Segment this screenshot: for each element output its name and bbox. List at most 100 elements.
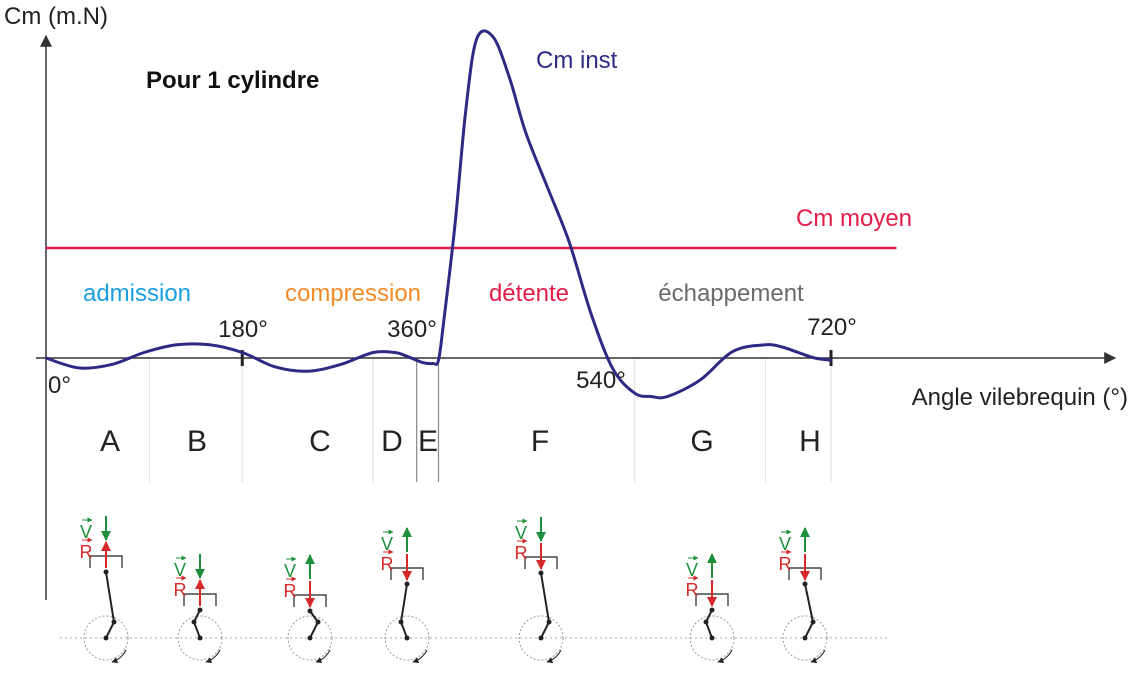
crank-arm xyxy=(804,621,814,639)
cm-inst-point xyxy=(590,313,592,315)
zone-letter: C xyxy=(309,425,331,458)
crank-circle xyxy=(384,615,430,661)
x-tick-label: 360° xyxy=(387,316,437,343)
cm-inst-point xyxy=(274,366,276,368)
velocity-label: V xyxy=(80,522,92,542)
crank-arm xyxy=(193,621,201,639)
crank-center xyxy=(538,635,544,641)
crank-circle xyxy=(782,615,828,661)
connecting-rod xyxy=(804,583,814,623)
crank-circle xyxy=(177,615,223,661)
crank-center xyxy=(307,635,313,641)
piston-pin xyxy=(307,608,313,614)
cm-inst-point xyxy=(633,392,636,395)
velocity-label: V xyxy=(381,534,393,554)
cm-inst-label: Cm inst xyxy=(536,47,618,74)
cm-inst-point xyxy=(546,186,549,189)
cm-inst-point xyxy=(421,361,423,364)
cm-inst-point xyxy=(813,357,816,359)
reaction-label: R xyxy=(284,581,297,601)
reaction-label: R xyxy=(174,580,187,600)
crank-circle xyxy=(689,615,735,661)
rotation-arrow xyxy=(205,649,221,664)
cm-inst-point xyxy=(781,346,783,348)
crank-center xyxy=(709,635,715,641)
rotation-arrow xyxy=(546,649,562,664)
zone-letter: E xyxy=(418,425,438,458)
cm-inst-point xyxy=(394,351,396,354)
cm-inst-point xyxy=(176,344,178,346)
piston-pin xyxy=(103,569,109,575)
phase-label: détente xyxy=(489,280,569,307)
rotation-arrow xyxy=(315,649,331,664)
connecting-rod xyxy=(540,572,550,623)
cm-inst-points xyxy=(45,36,832,398)
mechanism-G: VR xyxy=(686,553,735,664)
crank-center xyxy=(197,635,203,641)
velocity-label: V xyxy=(284,561,296,581)
mechanism-H: VR xyxy=(779,527,828,664)
crank-circle xyxy=(83,615,129,661)
crank-pin xyxy=(315,619,321,625)
cm-inst-point xyxy=(208,344,211,346)
piston-pin xyxy=(538,570,544,576)
phase-label: compression xyxy=(285,280,421,307)
velocity-label: V xyxy=(779,534,791,554)
cm-inst-point xyxy=(437,359,440,362)
reaction-label: R xyxy=(686,580,699,600)
mechanism-F: VR xyxy=(515,517,564,664)
crank-pin xyxy=(111,619,117,625)
cm-inst-point xyxy=(764,344,767,346)
crank-pin xyxy=(703,619,709,625)
velocity-label: V xyxy=(686,560,698,580)
crank-arm xyxy=(540,621,550,639)
cm-inst-point xyxy=(524,131,527,134)
piston-pin xyxy=(709,607,715,613)
cm-inst-point xyxy=(306,370,309,373)
zone-letter: D xyxy=(381,425,403,458)
crank-arm xyxy=(105,621,115,639)
piston-pin xyxy=(404,581,410,587)
cm-inst-point xyxy=(650,395,652,398)
piston-pin xyxy=(197,607,203,613)
piston-pin xyxy=(802,581,808,587)
crank-center xyxy=(404,635,410,641)
cm-inst-point xyxy=(372,351,374,354)
reaction-label: R xyxy=(779,554,792,574)
zone-letter: B xyxy=(187,425,207,458)
crank-circle xyxy=(518,615,564,661)
velocity-label: V xyxy=(515,523,527,543)
x-tick-label: 720° xyxy=(807,314,857,341)
reaction-label: R xyxy=(515,543,528,563)
rotation-arrow xyxy=(412,649,428,664)
x-ticks: 0° 180° 360° 540° 720° xyxy=(48,314,857,399)
cm-inst-point xyxy=(568,241,571,244)
cm-moyen-label: Cm moyen xyxy=(796,205,912,232)
crank-pin xyxy=(191,619,197,625)
cm-inst-point xyxy=(454,225,456,227)
x-tick-label: 0° xyxy=(48,372,71,399)
cm-inst-point xyxy=(797,351,800,354)
velocity-label: V xyxy=(174,560,186,580)
reaction-label: R xyxy=(381,554,394,574)
mechanism-A: VR xyxy=(80,516,129,664)
x-tick-label: 180° xyxy=(218,316,268,343)
zone-letter: G xyxy=(690,425,713,458)
crank-pin xyxy=(810,619,816,625)
cm-inst-point xyxy=(666,395,669,398)
chart-title: Pour 1 cylindre xyxy=(146,67,319,94)
cm-inst-point xyxy=(77,367,80,369)
phase-label: admission xyxy=(83,280,191,307)
cm-inst-point xyxy=(110,363,113,366)
zone-letter: F xyxy=(531,425,549,458)
rotation-arrow xyxy=(810,649,826,664)
zone-letter: H xyxy=(799,425,821,458)
cm-inst-point xyxy=(432,362,434,365)
cm-inst-point xyxy=(475,38,478,40)
cm-inst-point xyxy=(830,359,832,362)
cm-inst-point xyxy=(612,368,614,370)
cm-inst-point xyxy=(492,36,494,38)
